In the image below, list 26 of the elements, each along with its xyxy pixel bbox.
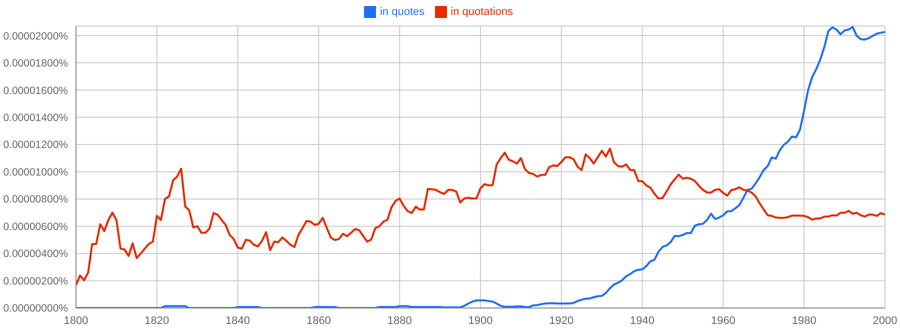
y-tick-label: 0.00000600%	[3, 220, 68, 233]
y-tick-label: 0.00001000%	[3, 166, 68, 178]
line-series	[76, 26, 885, 308]
x-tick-label: 1880	[387, 314, 412, 327]
y-tick-label: 0.00000200%	[3, 275, 68, 288]
x-tick-label: 1860	[306, 314, 331, 327]
x-tick-label: 1840	[226, 314, 250, 327]
x-tick-label: 2000	[872, 314, 898, 327]
y-tick-label: 0.00000000%	[3, 302, 68, 315]
x-tick-label: 1960	[710, 314, 736, 327]
y-tick-label: 0.00001800%	[3, 58, 68, 70]
x-tick-label: 1980	[792, 314, 816, 327]
x-tick-label: 1900	[468, 314, 493, 327]
x-tick-label: 1920	[549, 314, 574, 327]
x-tick-label: 1800	[64, 314, 88, 327]
line-series	[76, 148, 885, 286]
y-tick-label: 0.00001200%	[3, 139, 68, 152]
x-tick-label: 1820	[144, 314, 170, 327]
y-tick-label: 0.00001600%	[3, 84, 68, 97]
y-tick-label: 0.00002000%	[3, 30, 68, 42]
legend-label: in quotations	[450, 6, 514, 18]
legend-label: in quotes	[380, 6, 425, 18]
x-tick-label: 1940	[630, 314, 655, 327]
y-tick-label: 0.00001400%	[3, 112, 68, 124]
y-tick-label: 0.00000400%	[3, 248, 68, 260]
y-tick-label: 0.00000800%	[3, 194, 68, 206]
